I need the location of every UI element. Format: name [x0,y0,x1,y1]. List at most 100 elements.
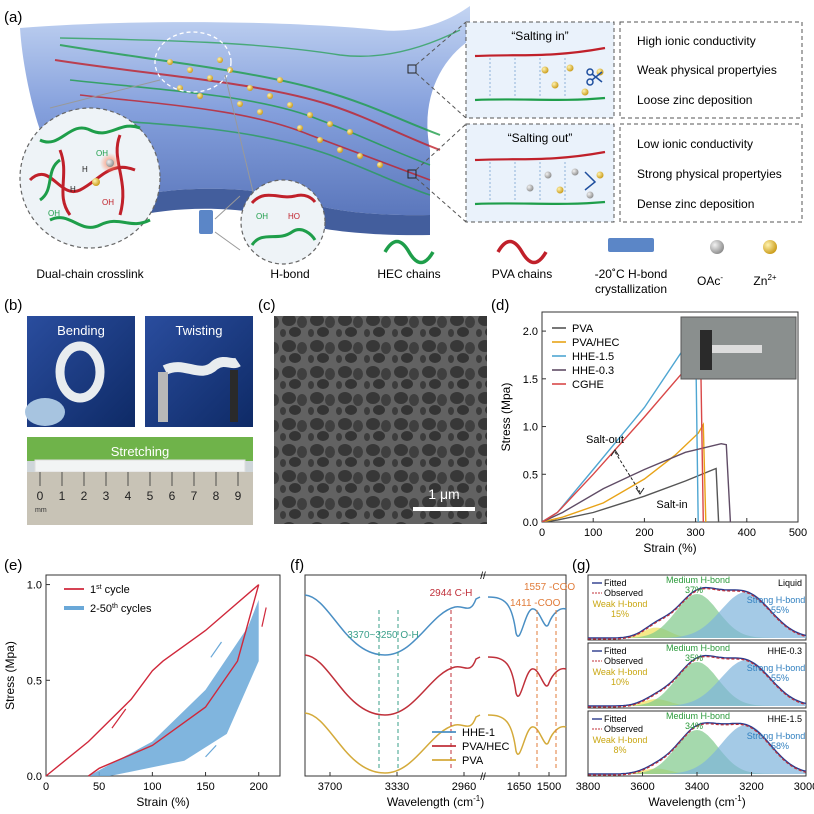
x-tick-label: 3600 [630,781,654,793]
scissors-blocked-icon [584,171,597,191]
zoom-h2-label: H [70,185,76,194]
ch-annotation: 2944 C-H [430,588,473,599]
strong-hbond-label: Strong H-bond [747,595,806,605]
weak-hbond-pct: 15% [611,609,629,619]
y-tick-label: 1.0 [27,580,42,592]
x-tick-label: 3200 [739,781,763,793]
salt-out-annotation: Salt-out [586,434,624,446]
pva-chain-icon [496,239,548,265]
observed-curve [588,587,807,640]
legend-fitted: Fitted [604,646,627,656]
ruler-number: 0 [37,489,44,503]
plot-frame [541,311,799,523]
band-loading-arrow [210,641,222,658]
y-tick-label: 0.0 [523,517,538,529]
hbond-zoom-circle: OH HO [240,179,326,265]
panel-label-d: (d) [491,297,509,314]
salting-out-prop-2: Strong physical propertyies [637,167,782,181]
salting-out-title: “Salting out” [508,131,573,145]
callout-square-top [407,64,417,74]
salting-out-props-box: Low ionic conductivity Strong physical p… [619,123,803,223]
strong-hbond-pct: 55% [771,605,789,615]
x-axis-label: Strain (%) [136,795,189,809]
salt-arrow-head-up [610,449,620,457]
legend-other-cycles: 2-50th cycles [90,603,152,615]
oac-icon [710,240,724,254]
crystal-block [199,210,213,234]
panel-label-g: (g) [572,557,590,574]
first-cycle-line [88,584,260,777]
medium-hbond-label: Medium H-bond [666,643,730,653]
salt-arrow-head-down [635,487,645,495]
ruler-number: 8 [213,489,220,503]
zoom-line-left [49,79,161,109]
strong-hbond-peak [588,725,806,774]
chart-f: // // 3700 3330 2960 1650 1500 Wavelength (cm-1… [304,571,575,809]
band-unloading-arrow [205,744,217,758]
bending-label: Bending [57,323,105,338]
crystal-icon [608,238,654,252]
x-tick-label: 3700 [318,781,342,793]
salting-in-title: “Salting in” [511,29,568,43]
coo-annotation-2: 1411 -COO [510,598,561,609]
scissors-icon [586,68,603,86]
salting-in-prop-3: Loose zinc deposition [637,93,752,107]
ruler-number: 1 [59,489,66,503]
spectrum-pva [304,712,567,774]
spectrum-hhe-1 [304,594,567,656]
medium-hbond-peak [588,662,806,706]
x-tick-label: 1650 [507,781,531,793]
axis-break-bottom: // [480,772,486,783]
observed-curve [588,723,807,776]
observed-curve [588,655,807,708]
loading-arrow [111,708,127,729]
salting-in-box: “Salting in” [465,21,615,119]
photo-twisting: Twisting [145,316,253,427]
ruler-number: 6 [169,489,176,503]
fitted-curve [588,722,807,775]
zoom-h-label: H [82,165,88,174]
x-tick-label: 300 [686,527,704,539]
x-axis-label: Strain (%) [643,541,696,555]
panel-label-a: (a) [4,9,22,26]
ruler-number: 3 [103,489,110,503]
salting-out-prop-1: Low ionic conductivity [637,137,753,151]
strong-hbond-label: Strong H-bond [747,731,806,741]
salting-out-prop-3: Dense zinc deposition [637,197,754,211]
weak-hbond-label: Weak H-bond [593,667,648,677]
photo-stretching: 0 1 2 3 4 5 6 7 8 9 mm Stretching [27,437,253,525]
x-axis-label: Wavelength (cm-1) [387,794,484,809]
medium-hbond-peak [588,594,806,638]
panel-label-c: (c) [258,297,276,314]
hbond-ho-label: HO [288,212,300,221]
x-tick-label: 1500 [537,781,561,793]
legend-observed: Observed [604,656,643,666]
x-tick-label: 0 [539,527,545,539]
zoom-oh-label: OH [96,149,108,158]
legend-entry: HHE-0.3 [572,365,614,377]
legend-fitted: Fitted [604,714,627,724]
chart-e: 0 50 100 150 200 0.0 0.5 1.0 Strain (%) Stress (M… [3,574,281,809]
subplot-frame [587,642,807,709]
medium-hbond-pct: 35% [685,653,703,663]
legend-entry: PVA/HEC [462,741,510,753]
legend-observed: Observed [604,588,643,598]
sem-image: 1 μm [274,316,487,524]
x-tick-label: 3000 [794,781,814,793]
weak-hbond-peak [588,699,806,706]
x-tick-label: 3400 [685,781,709,793]
hec-chain-icon [383,239,435,265]
legend-entry: HHE-1 [462,727,495,739]
strong-hbond-label: Strong H-bond [747,663,806,673]
x-tick-label: 50 [93,781,105,793]
panel-label-e: (e) [4,557,22,574]
subplot-title: HHE-0.3 [767,646,802,656]
x-tick-label: 100 [143,781,161,793]
unloading-arrow [261,607,267,627]
x-tick-label: 100 [584,527,602,539]
salting-out-box: “Salting out” [465,123,615,223]
legend-entry: HHE-1.5 [572,351,614,363]
y-tick-label: 0.5 [27,675,42,687]
